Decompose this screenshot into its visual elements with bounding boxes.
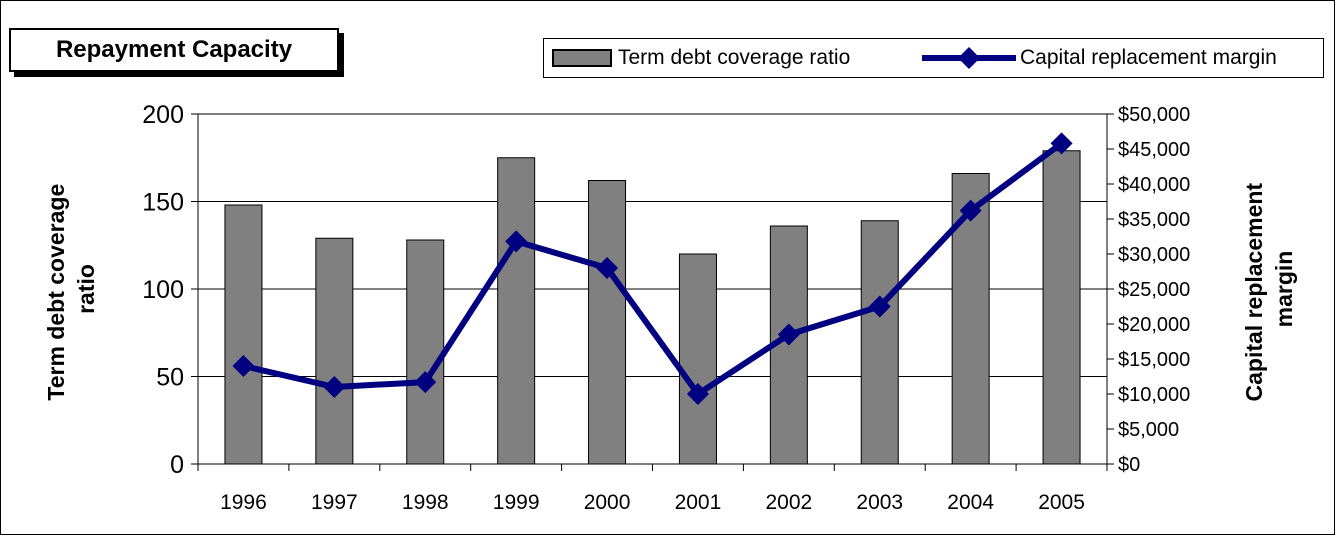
x-tick-label: 2001 [675,491,722,514]
y2-axis-title-line2: margin [1271,251,1297,328]
y2-tick-label: $25,000 [1118,279,1190,301]
line-point [1050,132,1073,155]
axes: 0 50 100 150 200 $0 $5,000 $10,000 $15,000 $20,00… [142,101,1190,514]
y2-tick-label: $30,000 [1118,244,1190,266]
y2-tick-label: $5,000 [1118,419,1179,441]
line-point [596,257,619,279]
y-axis-title-line1: Term debt coverage [43,184,69,401]
chart-title: Repayment Capacity [9,28,339,72]
margin-line [242,140,1064,397]
y2-tick-label: $15,000 [1118,349,1190,371]
y2-tick-label: $10,000 [1118,384,1190,406]
y2-tick-label: $40,000 [1118,174,1190,196]
y-tick-label: 200 [142,101,184,129]
line-point [777,323,800,346]
y-axis-title-line2: ratio [73,264,99,314]
legend-label-bar: Term debt coverage ratio [618,46,851,69]
bar [860,220,899,465]
line-point [959,199,982,222]
bar-series [224,150,1081,465]
y2-tick-label: $45,000 [1118,139,1190,161]
legend-bar-swatch [552,49,612,67]
bar [497,157,536,465]
x-tick-label: 1998 [402,491,449,514]
x-tick-label: 2005 [1038,491,1085,514]
line-point [505,230,528,253]
x-tick-label: 2004 [947,491,994,514]
x-tick-label: 2002 [765,491,812,514]
chart-title-text: Repayment Capacity [55,36,293,63]
line-point [414,371,437,394]
y2-axis-title: Capital replacement margin [1241,177,1297,402]
y-tick-label: 150 [142,189,184,217]
bar [406,239,445,465]
bar [588,180,627,465]
y2-tick-label: $20,000 [1118,314,1190,336]
x-tick-label: 2000 [584,491,631,514]
y-axis-title: Term debt coverage ratio [43,177,99,400]
x-tick-label: 1996 [220,491,267,514]
y2-axis-title-line1: Capital replacement [1241,183,1267,402]
line-point [232,355,255,377]
legend-line-swatch [922,47,1016,69]
bar [224,204,263,465]
bar [678,253,717,465]
y-tick-label: 100 [142,276,184,304]
y-tick-label: 0 [170,451,184,479]
y2-tick-label: $0 [1118,454,1140,476]
legend-label-line: Capital replacement margin [1020,46,1277,69]
y2-tick-label: $50,000 [1118,104,1190,126]
x-tick-label: 1999 [493,491,540,514]
line-point [868,295,891,318]
line-point [323,376,346,398]
y-tick-label: 50 [156,364,184,392]
y2-tick-label: $35,000 [1118,209,1190,231]
bar [1042,150,1081,465]
line-series [232,132,1073,405]
bar [315,237,354,465]
x-tick-label: 1997 [311,491,358,514]
line-point [686,383,709,405]
legend: Term debt coverage ratio Capital replace… [543,38,1324,78]
x-tick-label: 2003 [856,491,903,514]
